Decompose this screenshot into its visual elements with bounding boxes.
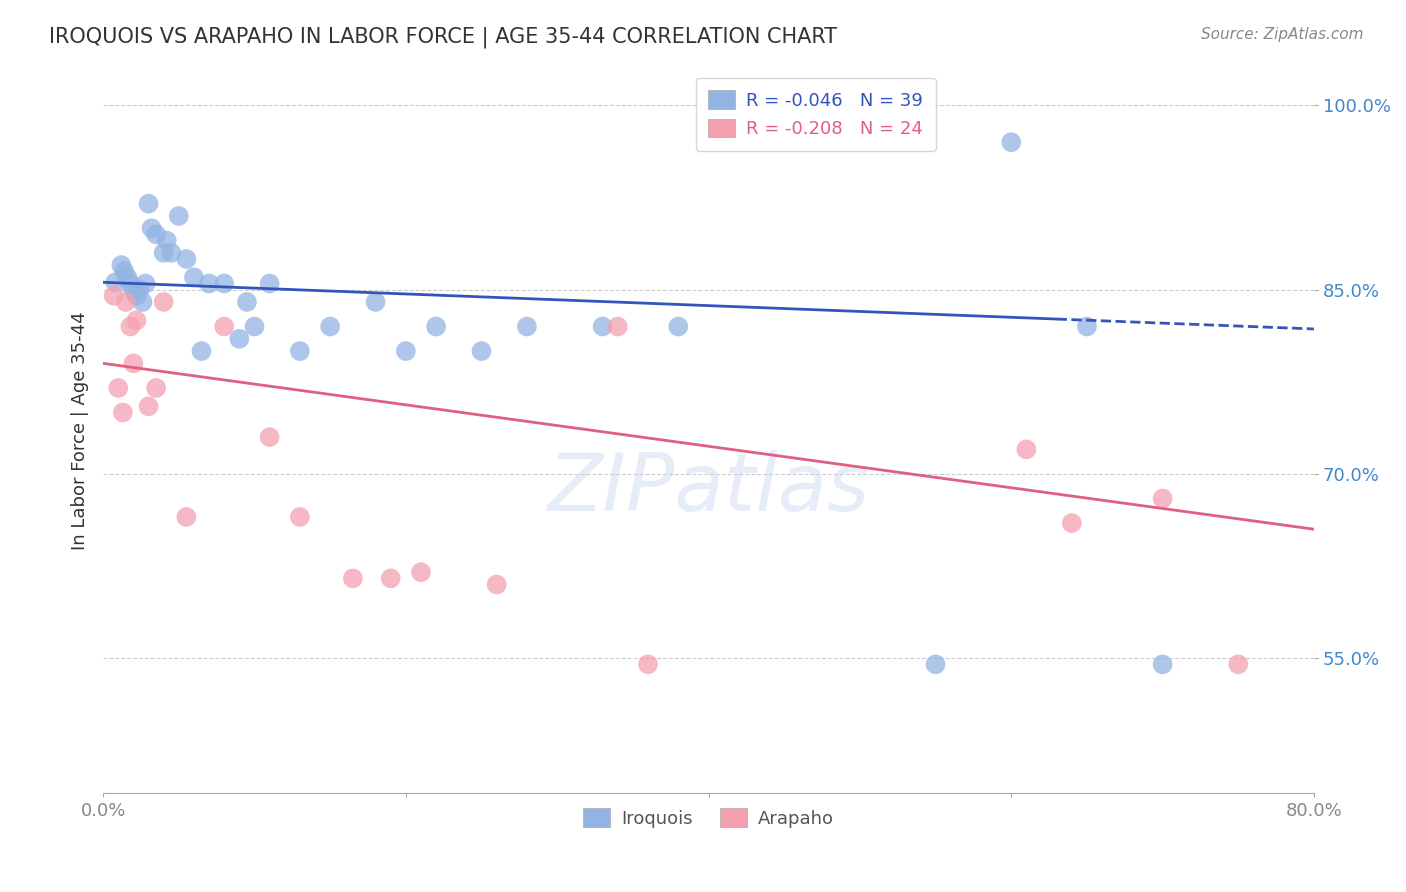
Point: [128, 283, 150, 297]
Point: [259, 430, 281, 444]
Point: [236, 294, 259, 309]
Point: [117, 270, 139, 285]
Point: [637, 657, 659, 672]
Point: [592, 319, 614, 334]
Text: Source: ZipAtlas.com: Source: ZipAtlas.com: [1201, 27, 1364, 42]
Legend: Iroquois, Arapaho: Iroquois, Arapaho: [576, 801, 841, 835]
Y-axis label: In Labor Force | Age 35-44: In Labor Force | Age 35-44: [72, 311, 89, 550]
Point: [212, 277, 235, 291]
Point: [212, 319, 235, 334]
Point: [1015, 442, 1038, 457]
Point: [1076, 319, 1098, 334]
Point: [1152, 657, 1174, 672]
Point: [125, 313, 148, 327]
Point: [112, 264, 135, 278]
Point: [160, 245, 183, 260]
Point: [134, 277, 156, 291]
Point: [122, 356, 145, 370]
Point: [190, 344, 212, 359]
Point: [342, 571, 364, 585]
Point: [1060, 516, 1083, 530]
Text: IROQUOIS VS ARAPAHO IN LABOR FORCE | AGE 35-44 CORRELATION CHART: IROQUOIS VS ARAPAHO IN LABOR FORCE | AGE…: [49, 27, 838, 48]
Point: [924, 657, 946, 672]
Point: [152, 294, 174, 309]
Point: [1000, 135, 1022, 149]
Point: [176, 252, 198, 266]
Point: [606, 319, 628, 334]
Point: [138, 400, 160, 414]
Point: [259, 277, 281, 291]
Point: [319, 319, 342, 334]
Point: [111, 405, 134, 419]
Point: [122, 283, 145, 297]
Point: [516, 319, 538, 334]
Point: [1152, 491, 1174, 506]
Point: [114, 294, 136, 309]
Point: [107, 381, 129, 395]
Point: [120, 277, 142, 291]
Point: [176, 510, 198, 524]
Point: [485, 577, 508, 591]
Point: [380, 571, 402, 585]
Point: [288, 510, 311, 524]
Point: [152, 245, 174, 260]
Point: [666, 319, 689, 334]
Point: [141, 221, 163, 235]
Point: [409, 565, 432, 579]
Point: [103, 289, 125, 303]
Point: [198, 277, 221, 291]
Point: [288, 344, 311, 359]
Point: [145, 227, 167, 242]
Point: [470, 344, 492, 359]
Point: [243, 319, 266, 334]
Point: [156, 234, 179, 248]
Point: [131, 294, 153, 309]
Point: [167, 209, 190, 223]
Text: ZIPatlas: ZIPatlas: [547, 450, 870, 528]
Point: [120, 319, 142, 334]
Point: [104, 275, 127, 289]
Point: [228, 332, 250, 346]
Point: [145, 381, 167, 395]
Point: [1227, 657, 1250, 672]
Point: [110, 258, 132, 272]
Point: [138, 196, 160, 211]
Point: [425, 319, 447, 334]
Point: [125, 289, 148, 303]
Point: [364, 294, 387, 309]
Point: [183, 270, 205, 285]
Point: [395, 344, 418, 359]
